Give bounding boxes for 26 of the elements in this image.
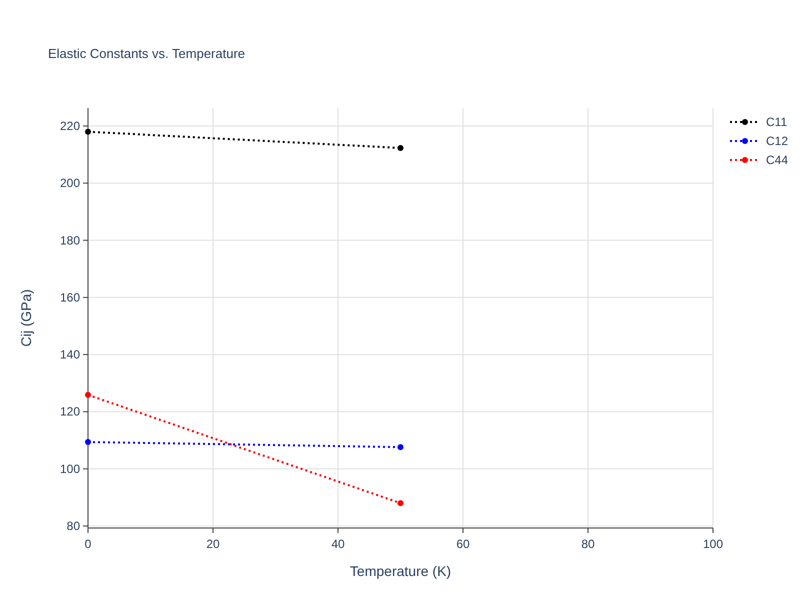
y-tick-label: 140 <box>60 348 80 362</box>
x-tick-label: 0 <box>84 537 92 551</box>
chart-title: Elastic Constants vs. Temperature <box>48 46 246 61</box>
x-tick-label: 100 <box>702 537 724 551</box>
y-tick-label: 160 <box>60 290 80 304</box>
y-tick-label: 180 <box>60 233 80 248</box>
y-tick-label: 220 <box>60 119 80 133</box>
y-tick-label: 200 <box>60 176 80 190</box>
y-axis-title: Cij (GPa) <box>18 289 34 347</box>
legend-label: C11 <box>766 115 788 129</box>
point <box>85 392 91 398</box>
point <box>398 145 404 151</box>
point <box>85 128 91 135</box>
legend-label: C44 <box>766 153 788 167</box>
x-tick-label: 80 <box>581 537 595 551</box>
legend-label: C12 <box>766 134 788 148</box>
point <box>398 500 404 506</box>
x-axis-title: Temperature (K) <box>350 563 452 579</box>
point <box>398 444 404 450</box>
y-tick-label: 120 <box>60 404 80 419</box>
y-tick-label: 100 <box>60 462 80 476</box>
x-tick-label: 60 <box>456 537 470 551</box>
y-tick-label: 80 <box>66 519 80 533</box>
point <box>85 439 91 445</box>
x-tick-label: 20 <box>206 537 220 551</box>
x-tick-label: 40 <box>331 537 345 551</box>
